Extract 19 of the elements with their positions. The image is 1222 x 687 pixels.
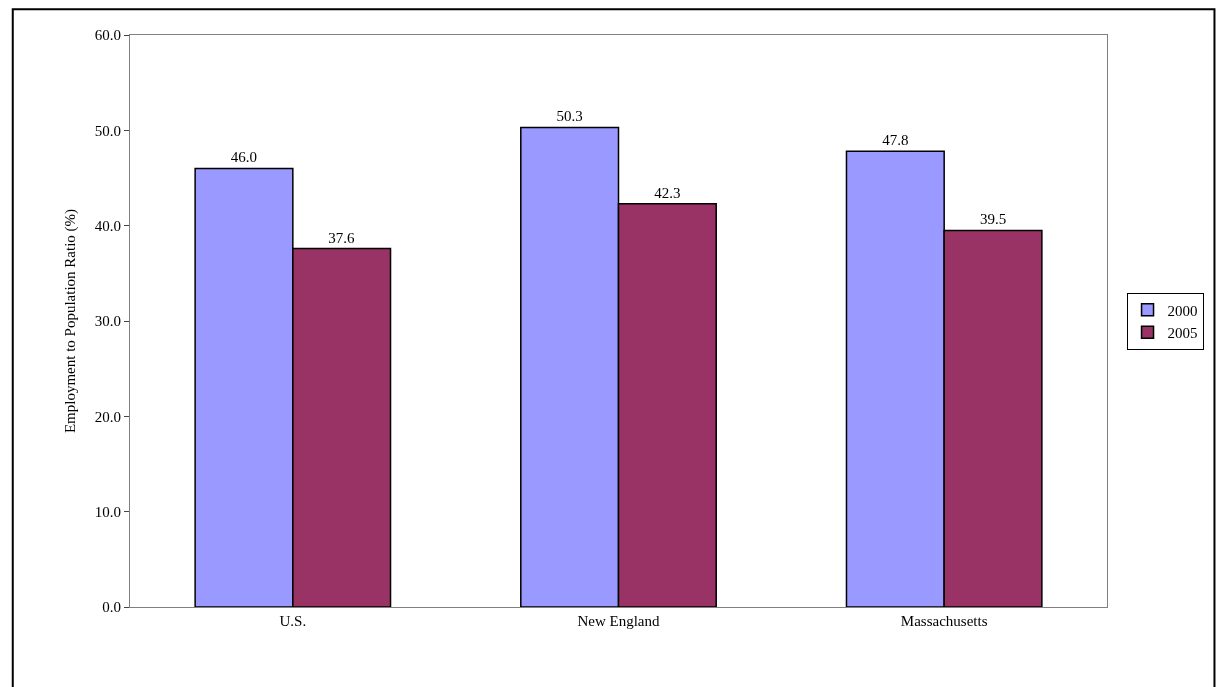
y-tick-label: 10.0 (94, 503, 121, 520)
legend-label: 2005 (1167, 325, 1198, 342)
legend-label: 2000 (1167, 302, 1198, 319)
x-tick-label: Massachusetts (900, 613, 988, 629)
y-tick-label: 0.0 (102, 599, 121, 616)
data-label: 50.3 (556, 108, 583, 125)
y-tick-label: 30.0 (94, 313, 121, 330)
x-tick-label: U.S. (279, 613, 307, 629)
x-tick-label: New England (577, 613, 661, 629)
data-label: 37.6 (328, 229, 356, 246)
data-label: 47.8 (882, 132, 909, 149)
data-label: 46.0 (230, 149, 258, 166)
y-tick-label: 50.0 (94, 122, 121, 139)
data-label: 42.3 (654, 184, 681, 201)
y-tick-label: 40.0 (94, 217, 121, 234)
y-tick-label: 60.0 (94, 27, 121, 44)
y-tick-label: 20.0 (94, 408, 121, 425)
data-label: 39.5 (979, 211, 1007, 228)
y-axis-title: Employment to Population Ratio (%) (62, 208, 79, 434)
